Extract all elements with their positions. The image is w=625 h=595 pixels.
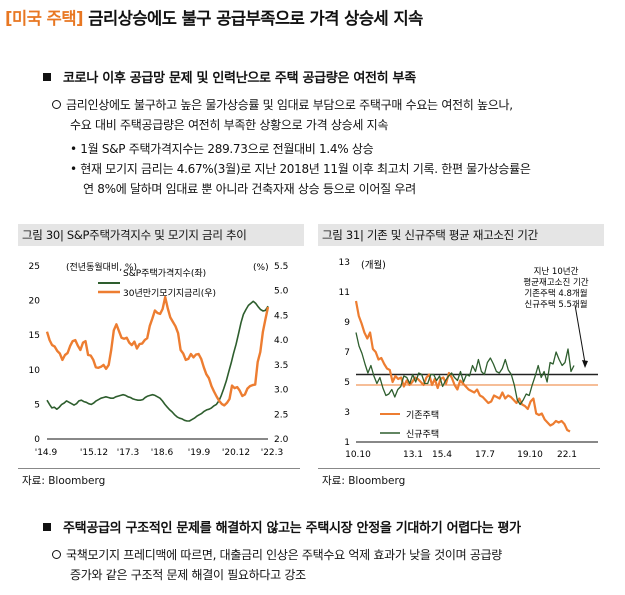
chart1-y-left-tick: 15	[29, 331, 40, 341]
chart1-y-right-tick: 3.0	[274, 386, 289, 396]
square-bullet-icon	[43, 73, 51, 81]
chart1-y-left-tick: 25	[29, 262, 40, 272]
section2-heading: 주택공급의 구조적인 문제를 해결하지 않고는 주택시장 안정을 기대하기 어렵…	[43, 517, 521, 536]
chart2-legend-new-label: 기존주택	[406, 410, 439, 421]
chart1-y-left-tick: 10	[29, 366, 41, 376]
chart2-y-tick: 3	[344, 408, 350, 418]
section1-body: 금리인상에도 불구하고 높은 물가상승률 및 임대료 부담으로 주택구매 수요는…	[52, 95, 622, 199]
chart2-source: 자료: Bloomberg	[322, 475, 406, 487]
chart1-x-tick: '20.12	[222, 448, 250, 458]
chart1-y-right-tick: 4.5	[274, 311, 288, 321]
chart2-series-existing-line	[355, 332, 575, 406]
chart1-x-tick: '15.12	[80, 448, 108, 458]
chart1-y-right-tick: 2.0	[274, 435, 289, 445]
chart1-legend-sp-label: S&P주택가격지수(좌)	[123, 267, 206, 279]
chart1-y-right-tick: 5.5	[274, 262, 288, 272]
chart2-y-tick: 9	[344, 318, 350, 328]
circle-bullet-icon	[52, 100, 61, 109]
chart1-y-right-tick: 5.0	[274, 287, 289, 297]
chart2-y-tick: 13	[339, 258, 350, 268]
chart2-annotation-arrow	[574, 304, 586, 364]
chart1-y-left-tick: 5	[34, 400, 40, 410]
chart1-y-left-tick: 20	[29, 297, 41, 307]
chart1-source-divider	[18, 468, 300, 469]
chart1-y-right-tick: 4.0	[274, 336, 289, 346]
section2-para-line1: 국책모기지 프레디맥에 따르면, 대출금리 인상은 주택수요 억제 효과가 낮을…	[52, 545, 622, 565]
chart2-x-tick: 22.1	[557, 450, 577, 460]
circle-bullet-icon	[52, 550, 61, 559]
chart2-series-new-line	[354, 300, 571, 433]
chart1-series-sp-line	[46, 300, 269, 422]
chart1-axes: 0 5 10 15 20 25 2.0 2.5 3.0 3.5 4.0 4.5 5.0 5.5 '14.9 '…	[29, 262, 289, 458]
chart1-x-tick: '22.3	[261, 448, 284, 458]
section2-body: 국책모기지 프레디맥에 따르면, 대출금리 인상은 주택수요 억제 효과가 낮을…	[52, 545, 622, 585]
chart2-x-tick: 15.4	[432, 450, 452, 460]
title-tag: [미국 주택]	[5, 9, 84, 28]
chart2-y-tick: 1	[344, 438, 350, 448]
chart1-x-tick: '18.6	[151, 448, 174, 458]
chart2-annotation-line: 평균재고소진 기간	[523, 277, 588, 288]
chart2-x-tick: 17.7	[475, 450, 495, 460]
chart1-unit-right: (%)	[253, 263, 269, 273]
section1-bullet2-line2: 연 8%에 달하며 임대료 뿐 아니라 건축자재 상승 등으로 이어질 우려	[83, 182, 416, 196]
chart1-legend-mortgage-label: 30년만기모기지금리(우)	[123, 288, 216, 299]
chart1-title-bar: 그림 30| S&P주택가격지수 및 모기지 금리 추이	[18, 224, 304, 246]
chart2-series	[354, 300, 575, 433]
section2-para-line2: 증가와 같은 구조적 문제 해결이 필요하다고 강조	[70, 568, 306, 582]
chart2-x-tick: 19.10	[517, 450, 543, 460]
section1-para-line2: 수요 대비 주택공급량은 여전히 부족한 상황으로 가격 상승세 지속	[70, 118, 389, 132]
chart1-series	[45, 295, 270, 422]
chart1-source: 자료: Bloomberg	[22, 475, 106, 487]
chart1-series-mortgage-line	[45, 295, 270, 407]
section1-para-line1: 금리인상에도 불구하고 높은 물가상승률 및 임대료 부담으로 주택구매 수요는…	[52, 95, 622, 115]
section1-heading: 코로나 이후 공급망 문제 및 인력난으로 주택 공급량은 여전히 부족	[43, 67, 416, 86]
title-text: 금리상승에도 불구 공급부족으로 가격 상승세 지속	[88, 9, 423, 28]
chart2-annotation-arrowhead	[582, 360, 588, 368]
chart1-x-tick: '17.3	[117, 448, 140, 458]
chart1-y-right-tick: 2.5	[274, 410, 288, 420]
chart2-annotation-line: 기존주택 4.8개월	[524, 288, 587, 299]
chart1-unit-left: (전년동월대비, %)	[66, 261, 137, 273]
chart2-annotation-line: 신규주택 5.5개월	[524, 299, 587, 310]
chart2-x-tick: 10.10	[345, 450, 371, 460]
chart1-x-tick: '14.9	[35, 448, 58, 458]
chart2-y-tick: 7	[344, 348, 350, 358]
chart2-annotation-line: 지난 10년간	[534, 266, 579, 277]
square-bullet-icon	[43, 523, 51, 531]
section1-bullet1: • 1월 S&P 주택가격지수는 289.73으로 전월대비 1.4% 상승	[70, 142, 374, 156]
chart2-x-tick: 13.1	[403, 450, 423, 460]
chart1-y-right-tick: 3.5	[274, 361, 288, 371]
chart2-unit: (개월)	[361, 259, 386, 271]
chart2-legend-existing-label: 신규주택	[406, 429, 439, 440]
chart2-title-bar: 그림 31| 기존 및 신규주택 평균 재고소진 기간	[318, 224, 604, 246]
chart2-y-tick: 5	[344, 378, 350, 388]
page-title: [미국 주택] 금리상승에도 불구 공급부족으로 가격 상승세 지속	[5, 5, 423, 29]
chart2-source-divider	[318, 468, 600, 469]
chart2-y-tick: 11	[339, 288, 350, 298]
section1-bullet2-line1: • 현재 모기지 금리는 4.67%(3월)로 지난 2018년 11월 이후 …	[70, 162, 531, 176]
chart1-svg: (전년동월대비, %) (%) 0 5 10 15 20 25 2.0 2.5 3.0 3.5 4.…	[29, 261, 289, 458]
chart1-y-left-tick: 0	[34, 435, 40, 445]
chart1-x-tick: '19.9	[188, 448, 211, 458]
